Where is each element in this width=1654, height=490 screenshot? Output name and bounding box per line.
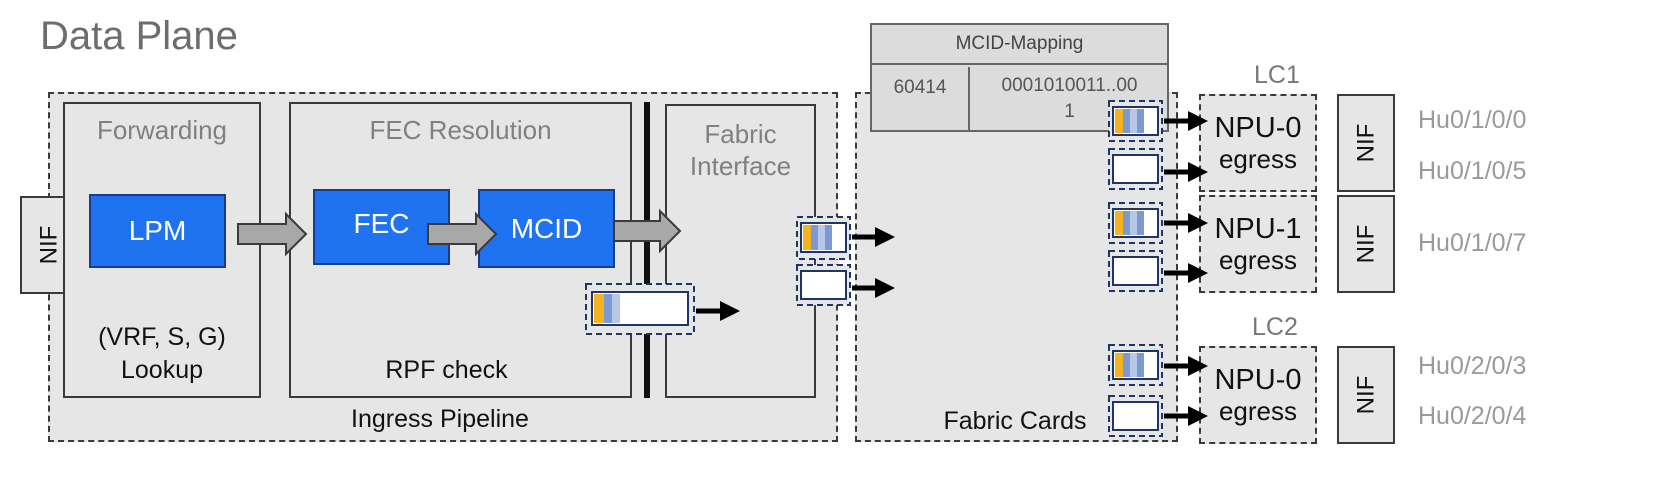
port-hu0-2-0-4: Hu0/2/0/4 xyxy=(1418,402,1527,430)
fec-label: FEC xyxy=(353,208,410,239)
forwarding-caption-line2: Lookup xyxy=(120,356,204,384)
lc2-npu0-role: egress xyxy=(1218,395,1298,426)
lc2-npu0-name: NPU-0 xyxy=(1214,363,1302,396)
packet-ingress-icon xyxy=(585,283,695,335)
arrow-fec-to-mcid xyxy=(427,211,498,257)
lc2-label: LC2 xyxy=(1252,313,1298,341)
fabric-interface-title-line1: Fabric xyxy=(704,119,777,149)
forwarding-caption-line1: (VRF, S, G) xyxy=(98,323,226,351)
fabric-interface-title-line2: Interface xyxy=(689,151,792,181)
mcid-mapping-header: MCID-Mapping xyxy=(872,25,1167,65)
lpm-block: LPM xyxy=(89,194,226,268)
lc2-npu0-egress: NPU-0 egress xyxy=(1199,346,1317,444)
lc1-npu0-name: NPU-0 xyxy=(1214,111,1302,144)
lc1-npu0-role: egress xyxy=(1218,143,1298,174)
mcid-label: MCID xyxy=(510,212,583,244)
page-title: Data Plane xyxy=(40,14,238,58)
fabric-interface-stage xyxy=(665,104,816,398)
packet-lc1-npu0-full-icon xyxy=(1108,100,1163,142)
packet-fabric-full-icon xyxy=(796,216,851,260)
lc2-npu0-nif: NIF xyxy=(1337,346,1395,444)
fec-resolution-caption: RPF check xyxy=(385,356,508,384)
lc1-npu1-role: egress xyxy=(1218,244,1298,275)
packet-fabric-empty-icon xyxy=(796,264,851,306)
arrow-lpm-to-fec xyxy=(237,211,308,257)
fabric-cards-label: Fabric Cards xyxy=(943,407,1087,435)
port-hu0-2-0-3: Hu0/2/0/3 xyxy=(1418,352,1527,380)
pipeline-divider-bar xyxy=(644,102,650,398)
mcid-mapping-bitmap-line1: 0001010011..00 xyxy=(1001,75,1138,96)
packet-lc2-npu0-empty-icon xyxy=(1108,395,1163,437)
lc1-npu1-egress: NPU-1 egress xyxy=(1199,195,1317,293)
lc1-npu1-name: NPU-1 xyxy=(1214,212,1302,245)
packet-lc1-npu1-empty-icon xyxy=(1108,250,1163,292)
lpm-label: LPM xyxy=(128,215,187,246)
mcid-mapping-bitmap-line2: 1 xyxy=(1064,101,1075,122)
mcid-mapping-id: 60414 xyxy=(872,67,970,130)
mcid-block: MCID xyxy=(478,189,615,268)
lc1-npu0-egress: NPU-0 egress xyxy=(1199,94,1317,192)
packet-lc1-npu1-full-icon xyxy=(1108,202,1163,244)
fec-resolution-title: FEC Resolution xyxy=(369,115,552,145)
ingress-pipeline-label: Ingress Pipeline xyxy=(351,405,529,433)
port-hu0-1-0-5: Hu0/1/0/5 xyxy=(1418,157,1527,185)
port-hu0-1-0-7: Hu0/1/0/7 xyxy=(1418,229,1527,257)
port-hu0-1-0-0: Hu0/1/0/0 xyxy=(1418,106,1527,134)
lc1-npu1-nif: NIF xyxy=(1337,195,1395,293)
forwarding-title: Forwarding xyxy=(96,115,228,145)
lc1-npu0-nif: NIF xyxy=(1337,94,1395,192)
packet-lc1-npu0-empty-icon xyxy=(1108,148,1163,190)
packet-lc2-npu0-full-icon xyxy=(1108,344,1163,386)
lc1-label: LC1 xyxy=(1254,61,1300,89)
arrow-mcid-to-fabric-interface xyxy=(613,208,682,254)
